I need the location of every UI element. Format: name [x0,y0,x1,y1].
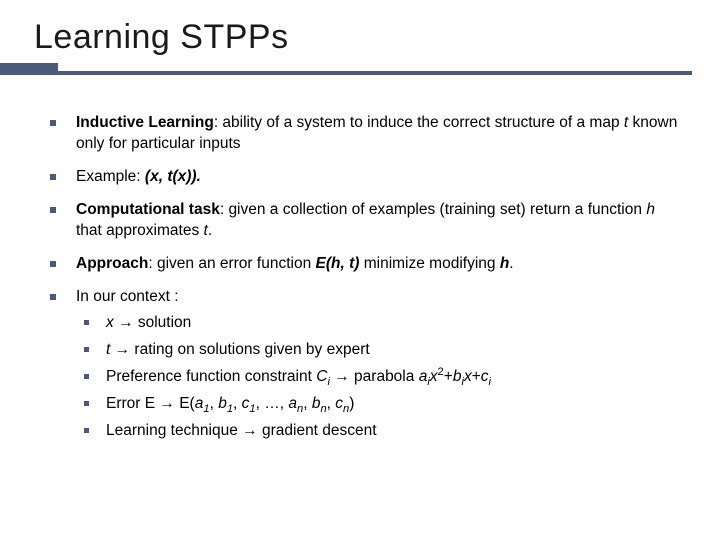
arrow-icon: → [159,395,175,412]
lhs: Error E [106,395,155,412]
bullet-computational-task: Computational task: given a collection o… [50,200,682,242]
rhs: solution [134,314,192,331]
c4: , [303,395,312,412]
bullet-context: In our context : x → solution t → rating… [50,287,682,443]
bullet-approach: Approach: given an error function E(h, t… [50,254,682,275]
ci-sub: i [327,376,329,388]
lead-text: Approach [76,255,148,272]
dot: . [208,222,212,239]
c2: , [233,395,242,412]
c-sub: i [489,376,491,388]
var-h: h [646,201,655,218]
content-area: Inductive Learning: ability of a system … [0,83,692,442]
anb: a [288,395,297,412]
parabola-text: parabola [350,368,419,385]
c-base: c [481,368,489,385]
example-value: (x, t(x)). [145,168,201,185]
arrow-icon: → [118,314,134,331]
arrow-icon: → [334,368,350,385]
c1: , [210,395,219,412]
arrow-icon: → [242,422,258,439]
mid-text: minimize modifying [359,255,499,272]
example-lead: Example: [76,168,145,185]
sub-x-solution: x → solution [76,313,682,334]
lead-text: Computational task [76,201,220,218]
error-function: E(h, t) [316,255,360,272]
bullet-inductive-learning: Inductive Learning: ability of a system … [50,113,682,155]
dot: . [509,255,513,272]
sub-t-rating: t → rating on solutions given by expert [76,340,682,361]
lead-text: Inductive Learning [76,114,214,131]
mid-text: that approximates [76,222,204,239]
plus1: + [444,368,453,385]
body-text: : given a collection of examples (traini… [220,201,646,218]
rhs: gradient descent [258,422,377,439]
underline-thin [58,71,692,75]
lhs: x [106,314,114,331]
b1b: b [218,395,227,412]
body-text: : ability of a system to induce the corr… [214,114,624,131]
bullet-list: Inductive Learning: ability of a system … [50,113,682,442]
title-block: Learning STPPs [0,18,692,75]
c3: , …, [256,395,289,412]
rhs-open: E( [175,395,195,412]
arrow-icon: → [115,341,131,358]
x-sym: x [430,368,438,385]
cnb: c [335,395,343,412]
title-underline [0,63,692,75]
lhs: Learning technique [106,422,238,439]
slide-container: Learning STPPs Inductive Learning: abili… [0,0,720,540]
sub-preference-constraint: Preference function constraint Ci → para… [76,367,682,388]
pref-text: Preference function constraint [106,368,316,385]
c5: , [327,395,336,412]
body-text: : given an error function [148,255,315,272]
lhs: t [106,341,110,358]
x-sym2: x [464,368,472,385]
bullet-example: Example: (x, t(x)). [50,167,682,188]
sub-error-e: Error E → E(a1, b1, c1, …, an, bn, cn) [76,394,682,415]
rhs: rating on solutions given by expert [130,341,370,358]
plus2: + [472,368,481,385]
page-title: Learning STPPs [0,18,692,57]
var-h: h [500,255,509,272]
context-lead: In our context : [76,288,179,305]
sub-bullet-list: x → solution t → rating on solutions giv… [76,313,682,442]
sub-learning-technique: Learning technique → gradient descent [76,421,682,442]
ci-base: C [316,368,327,385]
close: ) [349,395,354,412]
underline-thick [0,63,58,75]
